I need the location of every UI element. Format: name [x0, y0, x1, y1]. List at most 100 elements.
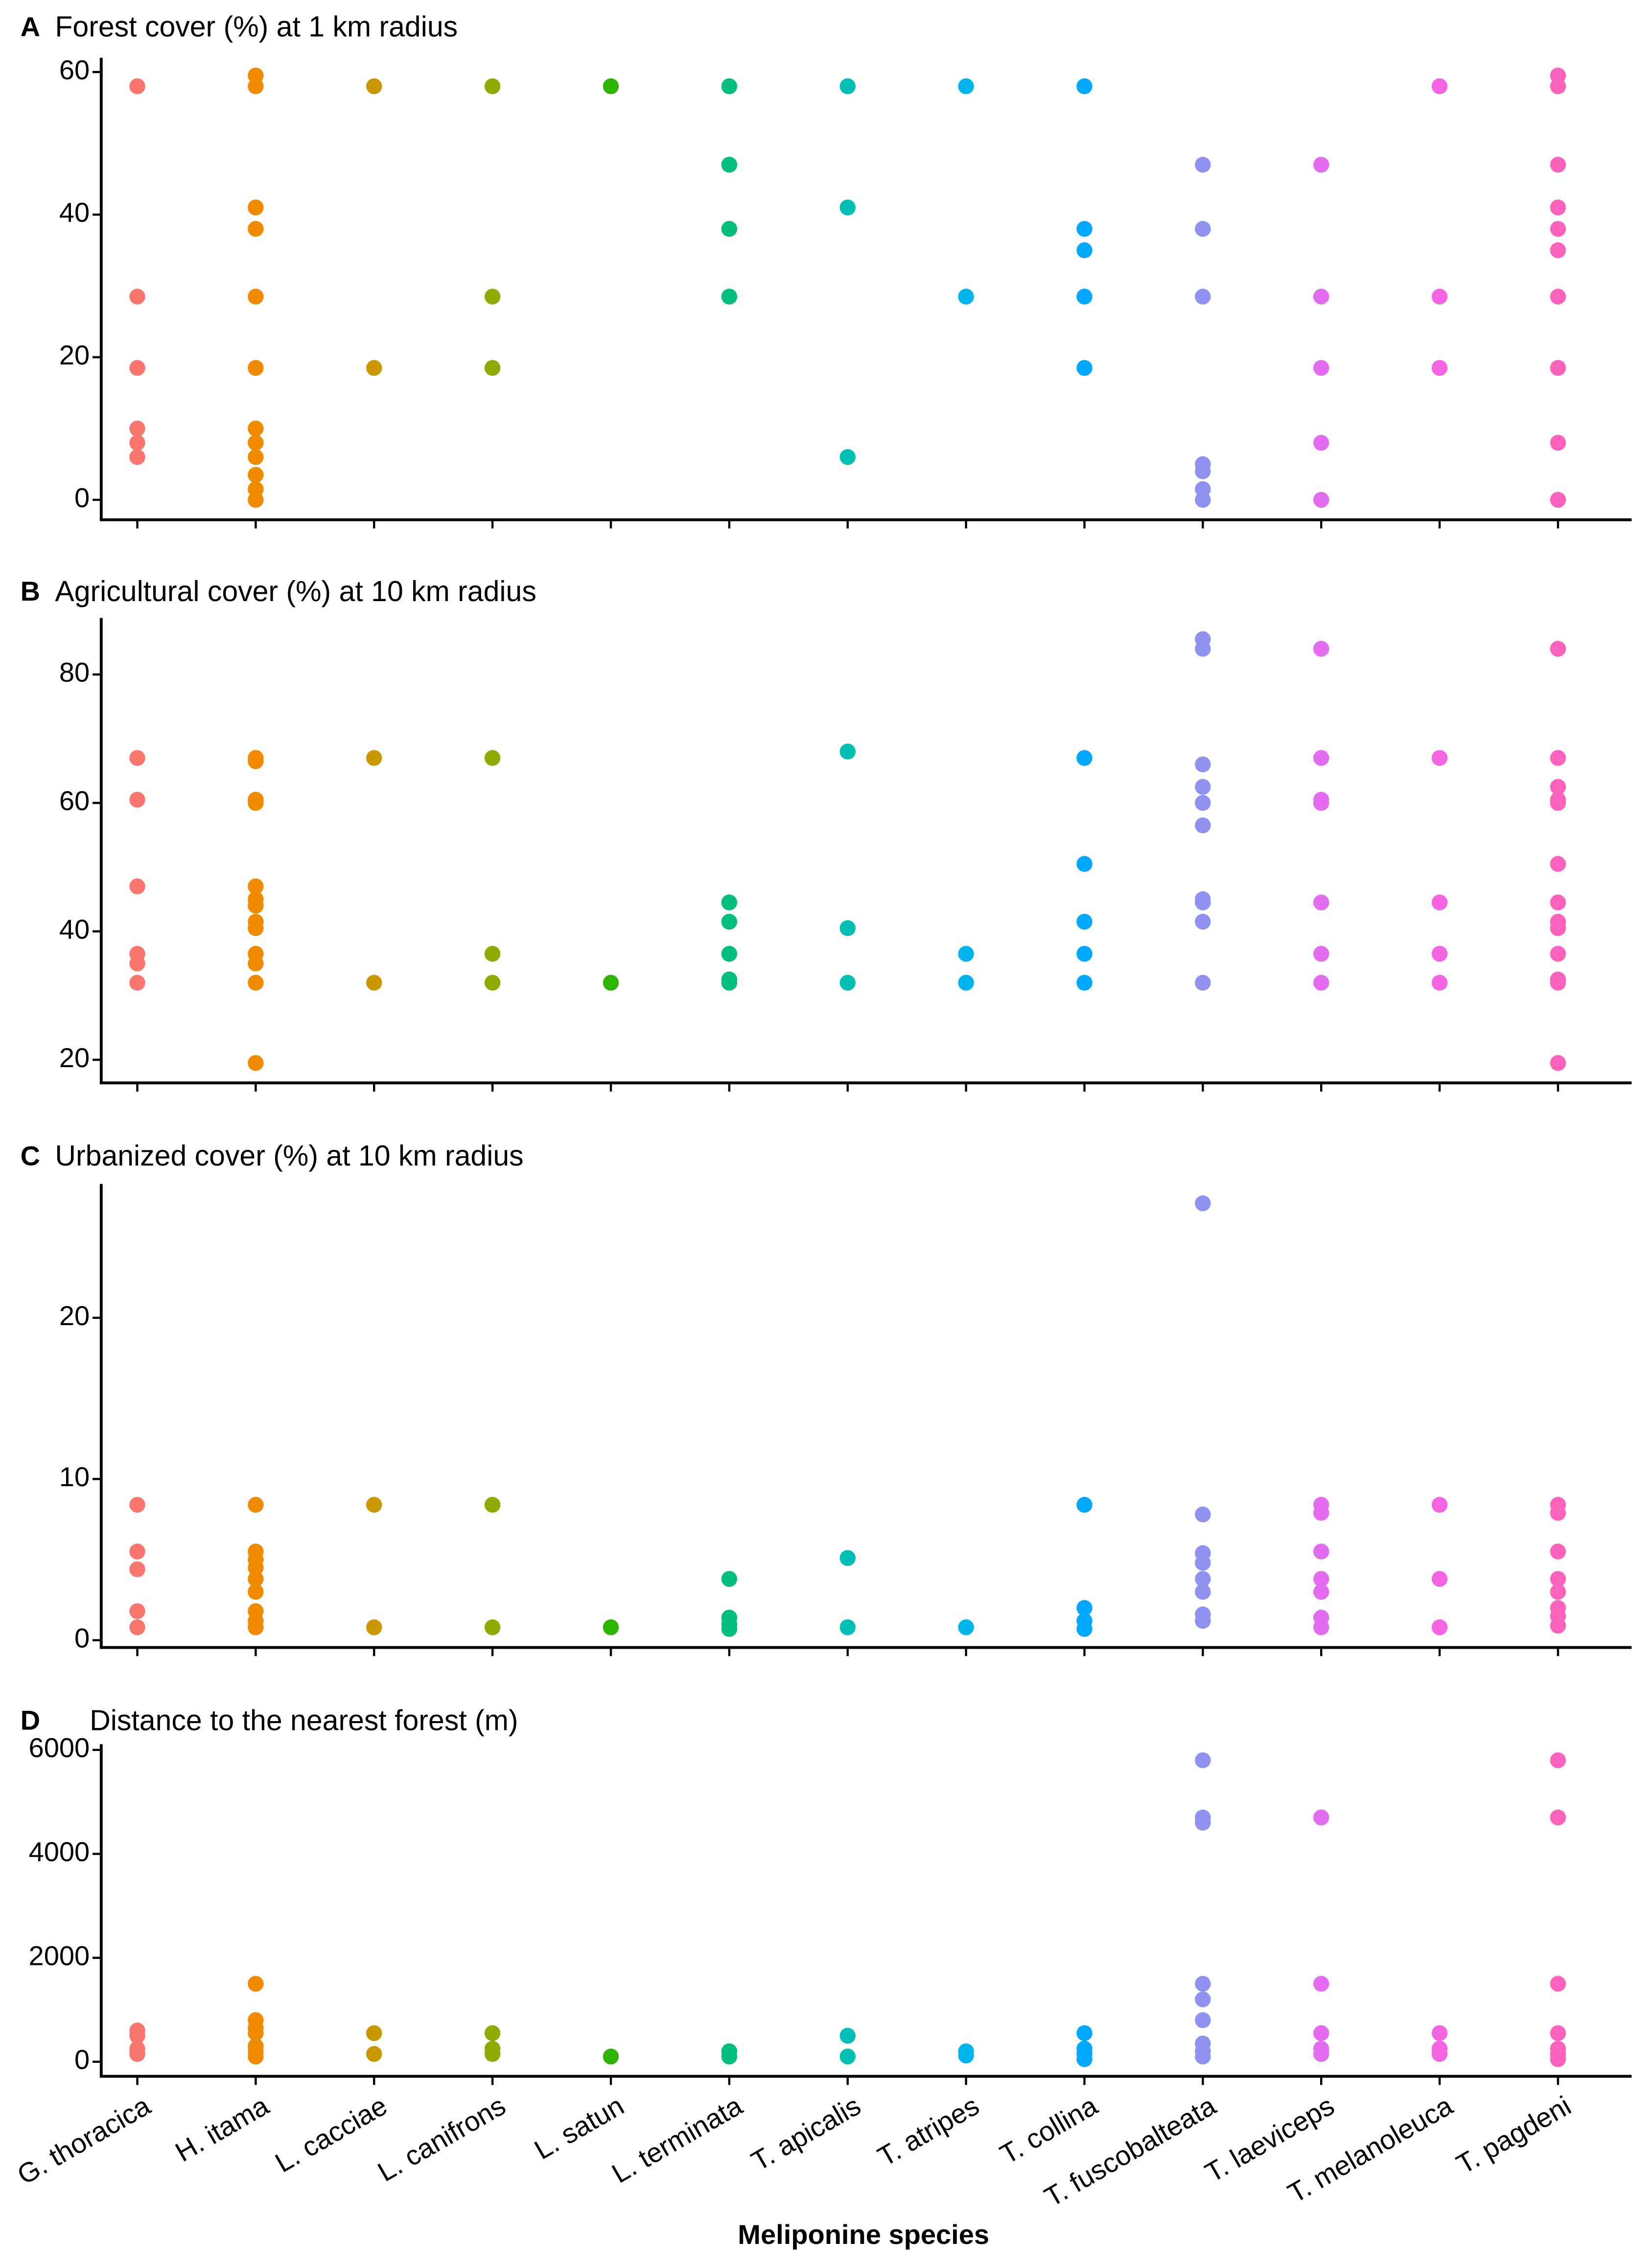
point — [839, 920, 856, 936]
point — [1550, 1752, 1566, 1769]
point — [721, 913, 738, 930]
point — [129, 2028, 145, 2044]
panel-letter: D — [21, 1705, 40, 1736]
point — [721, 975, 738, 991]
point — [1195, 1976, 1211, 1992]
point — [484, 288, 501, 305]
point — [1195, 913, 1211, 930]
point — [1550, 894, 1566, 910]
point — [1313, 157, 1329, 173]
panel-title: Urbanized cover (%) at 10 km radius — [55, 1140, 523, 1172]
point — [484, 2046, 501, 2062]
point — [603, 1619, 619, 1635]
point — [1550, 199, 1566, 216]
point — [1313, 641, 1329, 657]
point — [1550, 1617, 1566, 1634]
point — [603, 78, 619, 94]
point — [1550, 360, 1566, 376]
point — [1076, 1600, 1093, 1616]
point — [1195, 756, 1211, 772]
point — [1550, 1543, 1566, 1560]
y-tick-label: 0 — [74, 2044, 90, 2075]
point — [721, 946, 738, 962]
point — [1195, 288, 1211, 305]
point — [366, 1496, 382, 1513]
point — [839, 2028, 856, 2044]
point — [366, 750, 382, 766]
y-tick-label: 10 — [59, 1461, 90, 1492]
point — [1313, 975, 1329, 991]
point — [129, 1496, 145, 1513]
panel-title: Distance to the nearest forest (m) — [90, 1704, 518, 1736]
point — [1550, 641, 1566, 657]
point — [1076, 242, 1093, 258]
point — [129, 878, 145, 895]
point — [1550, 856, 1566, 872]
panel-title: Forest cover (%) at 1 km radius — [55, 11, 458, 43]
panel-letter: C — [21, 1140, 40, 1171]
point — [721, 1571, 738, 1587]
point — [248, 449, 264, 465]
point — [248, 1055, 264, 1071]
point — [248, 2025, 264, 2041]
point — [1431, 975, 1448, 991]
point — [1195, 463, 1211, 480]
point — [721, 2048, 738, 2065]
point — [1076, 360, 1093, 376]
point — [1195, 221, 1211, 237]
point — [248, 491, 264, 508]
point — [484, 1619, 501, 1635]
point — [248, 975, 264, 991]
point — [366, 78, 382, 94]
point — [1195, 1195, 1211, 1212]
point — [839, 1619, 856, 1635]
point — [248, 753, 264, 770]
point — [1195, 1991, 1211, 2007]
point — [1550, 221, 1566, 237]
point — [1431, 946, 1448, 962]
point — [1076, 221, 1093, 237]
point — [1431, 750, 1448, 766]
point — [1550, 2051, 1566, 2067]
point — [248, 221, 264, 237]
point — [248, 897, 264, 914]
point — [839, 78, 856, 94]
x-tick-label: T. atripes — [872, 2090, 984, 2172]
point — [129, 435, 145, 451]
point — [958, 2047, 974, 2064]
point — [839, 1550, 856, 1566]
point — [1550, 288, 1566, 305]
point — [248, 878, 264, 895]
point — [248, 920, 264, 936]
point — [248, 360, 264, 376]
point — [603, 2048, 619, 2065]
x-tick-label: G. thoracica — [12, 2090, 156, 2191]
point — [248, 420, 264, 437]
point — [366, 975, 382, 991]
y-tick-label: 60 — [59, 785, 90, 816]
point — [1550, 242, 1566, 258]
point — [1076, 78, 1093, 94]
point — [1195, 2048, 1211, 2065]
point — [1431, 1619, 1448, 1635]
point — [484, 946, 501, 962]
point — [1431, 1571, 1448, 1587]
x-tick-label: H. itama — [170, 2090, 274, 2168]
point — [958, 1619, 974, 1635]
point — [1076, 750, 1093, 766]
point — [1550, 920, 1566, 936]
x-tick-label: L. canifrons — [372, 2090, 511, 2187]
point — [1431, 78, 1448, 94]
point — [1550, 779, 1566, 795]
point — [1195, 975, 1211, 991]
point — [1550, 975, 1566, 991]
point — [1195, 817, 1211, 834]
point — [129, 1543, 145, 1560]
point — [1195, 1555, 1211, 1571]
point — [839, 975, 856, 991]
y-tick-label: 0 — [74, 1622, 90, 1653]
point — [958, 288, 974, 305]
point — [1195, 491, 1211, 508]
point — [1076, 2025, 1093, 2041]
